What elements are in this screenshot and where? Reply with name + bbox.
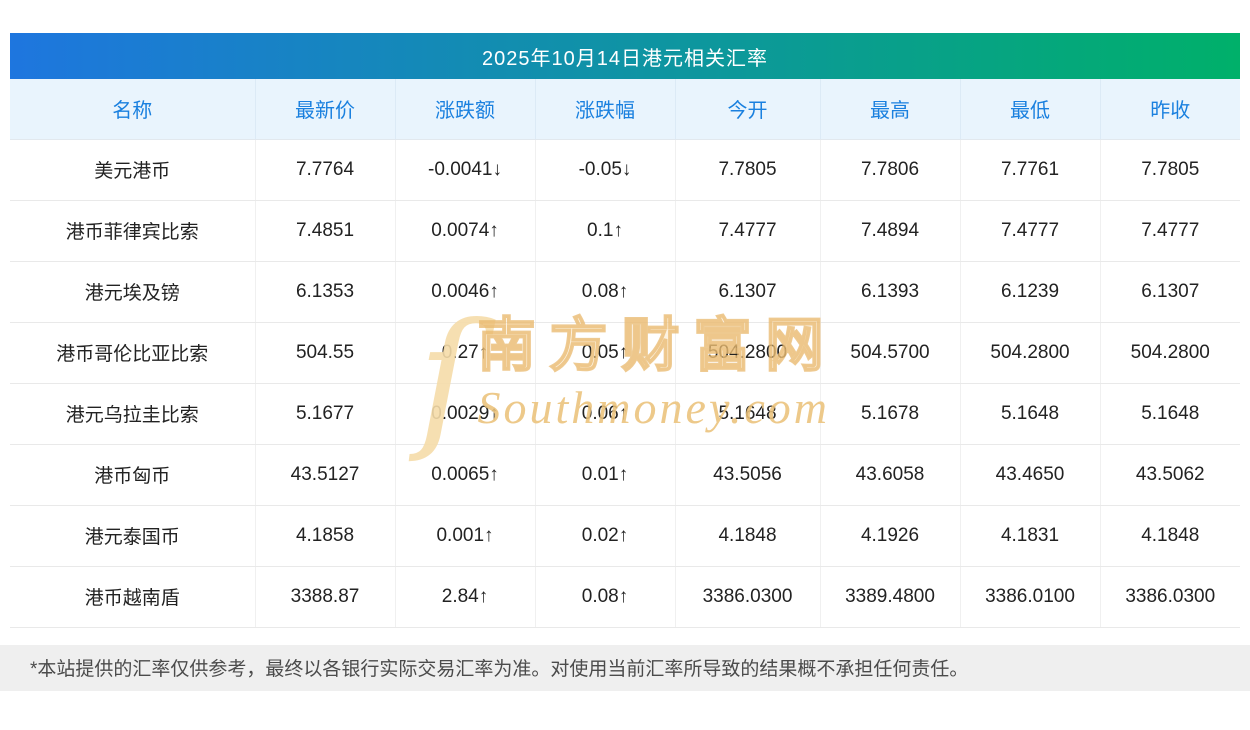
- exchange-rates-table: 名称 最新价 涨跌额 涨跌幅 今开 最高 最低 昨收 美元港币 7.7764 -0.0041↓ -0…: [10, 79, 1240, 628]
- title-bar: 2025年10月14日港元相关汇率: [10, 33, 1240, 79]
- column-header-prev_close: 昨收: [1100, 79, 1240, 140]
- cell-latest: 7.4851: [255, 200, 396, 262]
- cell-name: 港币越南盾: [10, 566, 256, 628]
- cell-low: 7.4777: [960, 200, 1101, 262]
- cell-change: 0.0074↑: [395, 200, 536, 262]
- cell-open: 7.7805: [675, 139, 821, 201]
- cell-open: 6.1307: [675, 261, 821, 323]
- cell-prev_close: 4.1848: [1100, 505, 1240, 567]
- cell-latest: 504.55: [255, 322, 396, 384]
- cell-name: 港元乌拉圭比索: [10, 383, 256, 445]
- table-row: 港币越南盾 3388.87 2.84↑ 0.08↑ 3386.0300 3389.4800…: [10, 566, 1240, 628]
- cell-high: 504.5700: [820, 322, 961, 384]
- cell-name: 港币匈币: [10, 444, 256, 506]
- cell-open: 4.1848: [675, 505, 821, 567]
- cell-latest: 5.1677: [255, 383, 396, 445]
- cell-prev_close: 6.1307: [1100, 261, 1240, 323]
- table-row: 港元泰国币 4.1858 0.001↑ 0.02↑ 4.1848 4.1926 4.1831…: [10, 505, 1240, 567]
- cell-change_pct: 0.01↑: [535, 444, 676, 506]
- page-title: 2025年10月14日港元相关汇率: [482, 47, 768, 70]
- table-header: 名称 最新价 涨跌额 涨跌幅 今开 最高 最低 昨收: [10, 79, 1240, 140]
- cell-prev_close: 7.7805: [1100, 139, 1240, 201]
- table-row: 港币哥伦比亚比索 504.55 0.27↑ 0.05↑ 504.2800 504.5700…: [10, 322, 1240, 384]
- cell-prev_close: 3386.0300: [1100, 566, 1240, 628]
- cell-change_pct: 0.08↑: [535, 566, 676, 628]
- column-header-open: 今开: [675, 79, 821, 140]
- cell-change_pct: -0.05↓: [535, 139, 676, 201]
- table-row: 美元港币 7.7764 -0.0041↓ -0.05↓ 7.7805 7.7806 7.77…: [10, 139, 1240, 201]
- column-header-latest: 最新价: [255, 79, 396, 140]
- cell-prev_close: 43.5062: [1100, 444, 1240, 506]
- cell-prev_close: 7.4777: [1100, 200, 1240, 262]
- cell-low: 504.2800: [960, 322, 1101, 384]
- cell-name: 港元泰国币: [10, 505, 256, 567]
- cell-change: 0.001↑: [395, 505, 536, 567]
- cell-high: 5.1678: [820, 383, 961, 445]
- cell-change: 2.84↑: [395, 566, 536, 628]
- cell-high: 4.1926: [820, 505, 961, 567]
- table-row: 港元乌拉圭比索 5.1677 0.0029↑ 0.06↑ 5.1648 5.1678 5.1…: [10, 383, 1240, 445]
- cell-high: 7.4894: [820, 200, 961, 262]
- cell-low: 7.7761: [960, 139, 1101, 201]
- table-row: 港元埃及镑 6.1353 0.0046↑ 0.08↑ 6.1307 6.1393 6.123…: [10, 261, 1240, 323]
- disclaimer-bar: *本站提供的汇率仅供参考，最终以各银行实际交易汇率为准。对使用当前汇率所导致的结…: [0, 644, 1250, 691]
- cell-change_pct: 0.06↑: [535, 383, 676, 445]
- cell-open: 504.2800: [675, 322, 821, 384]
- cell-latest: 7.7764: [255, 139, 396, 201]
- cell-change_pct: 0.05↑: [535, 322, 676, 384]
- cell-open: 3386.0300: [675, 566, 821, 628]
- cell-change_pct: 0.08↑: [535, 261, 676, 323]
- cell-change: 0.0065↑: [395, 444, 536, 506]
- cell-low: 3386.0100: [960, 566, 1101, 628]
- cell-latest: 3388.87: [255, 566, 396, 628]
- cell-change: 0.0046↑: [395, 261, 536, 323]
- cell-high: 43.6058: [820, 444, 961, 506]
- column-header-change: 涨跌额: [395, 79, 536, 140]
- cell-low: 43.4650: [960, 444, 1101, 506]
- cell-high: 7.7806: [820, 139, 961, 201]
- cell-low: 4.1831: [960, 505, 1101, 567]
- cell-change_pct: 0.1↑: [535, 200, 676, 262]
- disclaimer-text: *本站提供的汇率仅供参考，最终以各银行实际交易汇率为准。对使用当前汇率所导致的结…: [30, 659, 969, 680]
- cell-low: 5.1648: [960, 383, 1101, 445]
- cell-name: 港元埃及镑: [10, 261, 256, 323]
- cell-open: 5.1648: [675, 383, 821, 445]
- cell-change_pct: 0.02↑: [535, 505, 676, 567]
- column-header-change_pct: 涨跌幅: [535, 79, 676, 140]
- table-row: 港币菲律宾比索 7.4851 0.0074↑ 0.1↑ 7.4777 7.4894 7.47…: [10, 200, 1240, 262]
- column-header-high: 最高: [820, 79, 961, 140]
- cell-name: 美元港币: [10, 139, 256, 201]
- cell-prev_close: 5.1648: [1100, 383, 1240, 445]
- cell-latest: 6.1353: [255, 261, 396, 323]
- cell-change: 0.27↑: [395, 322, 536, 384]
- cell-low: 6.1239: [960, 261, 1101, 323]
- cell-change: 0.0029↑: [395, 383, 536, 445]
- cell-latest: 43.5127: [255, 444, 396, 506]
- cell-high: 6.1393: [820, 261, 961, 323]
- cell-name: 港币菲律宾比索: [10, 200, 256, 262]
- cell-open: 7.4777: [675, 200, 821, 262]
- cell-high: 3389.4800: [820, 566, 961, 628]
- cell-latest: 4.1858: [255, 505, 396, 567]
- table-row: 港币匈币 43.5127 0.0065↑ 0.01↑ 43.5056 43.6058 43.…: [10, 444, 1240, 506]
- cell-change: -0.0041↓: [395, 139, 536, 201]
- cell-open: 43.5056: [675, 444, 821, 506]
- page: 2025年10月14日港元相关汇率 名称 最新价 涨跌额 涨跌幅 今开 最高 最低 昨收 美元…: [0, 33, 1250, 730]
- column-header-name: 名称: [10, 79, 256, 140]
- cell-prev_close: 504.2800: [1100, 322, 1240, 384]
- table-body: 美元港币 7.7764 -0.0041↓ -0.05↓ 7.7805 7.7806 7.77…: [10, 139, 1240, 628]
- cell-name: 港币哥伦比亚比索: [10, 322, 256, 384]
- table-header-row: 名称 最新价 涨跌额 涨跌幅 今开 最高 最低 昨收: [10, 79, 1240, 140]
- column-header-low: 最低: [960, 79, 1101, 140]
